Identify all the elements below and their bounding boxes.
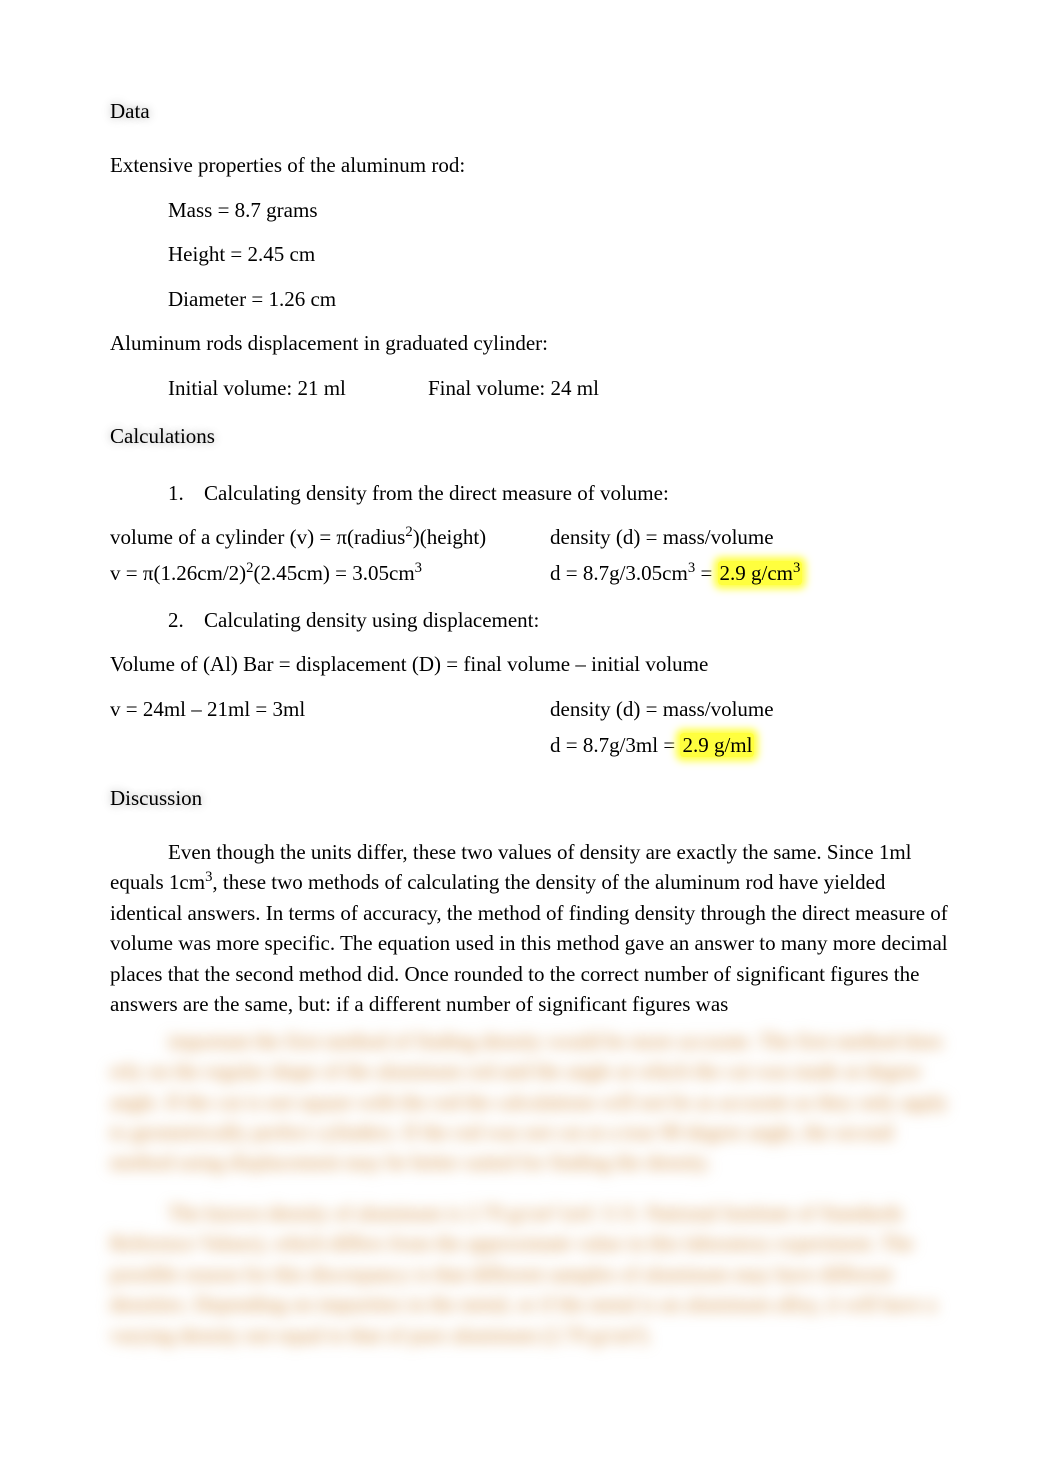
displacement-intro: Aluminum rods displacement in graduated … xyxy=(110,328,952,358)
calc-item-2: 2. Calculating density using displacemen… xyxy=(110,605,952,635)
data-mass: Mass = 8.7 grams xyxy=(110,195,952,225)
displacement-formula: Volume of (Al) Bar = displacement (D) = … xyxy=(110,649,952,679)
list-number: 1. xyxy=(168,478,204,508)
final-volume: Final volume: 24 ml xyxy=(428,373,599,403)
section-heading-discussion: Discussion xyxy=(110,783,952,823)
density-calc-1: d = 8.7g/3.05cm3 = 2.9 g/cm3 xyxy=(550,558,952,588)
heading-text: Data xyxy=(110,96,150,126)
data-diameter: Diameter = 1.26 cm xyxy=(110,284,952,314)
formula-row-3: v = 24ml – 21ml = 3ml density (d) = mass… xyxy=(110,694,952,724)
density-calc-2: d = 8.7g/3ml = 2.9 g/ml xyxy=(550,730,952,760)
highlighted-result-2: 2.9 g/ml xyxy=(680,733,754,757)
formula-row-2: v = π(1.26cm/2)2(2.45cm) = 3.05cm3 d = 8… xyxy=(110,558,952,588)
density-formula-2: density (d) = mass/volume xyxy=(550,694,952,724)
data-height: Height = 2.45 cm xyxy=(110,239,952,269)
blurred-content: important the first method of finding de… xyxy=(110,1026,952,1350)
superscript: 3 xyxy=(793,560,800,576)
superscript: 2 xyxy=(405,524,412,540)
discussion-paragraph-1: Even though the units differ, these two … xyxy=(110,837,952,1020)
superscript: 3 xyxy=(415,560,422,576)
section-heading-data: Data xyxy=(110,96,952,136)
list-text: Calculating density from the direct meas… xyxy=(204,478,669,508)
blurred-paragraph: important the first method of finding de… xyxy=(110,1026,952,1178)
list-number: 2. xyxy=(168,605,204,635)
volume-calc-2: v = 24ml – 21ml = 3ml xyxy=(110,694,550,724)
volume-row: Initial volume: 21 ml Final volume: 24 m… xyxy=(110,373,952,403)
volume-calc: v = π(1.26cm/2)2(2.45cm) = 3.05cm3 xyxy=(110,558,550,588)
formula-row-1: volume of a cylinder (v) = π(radius2)(he… xyxy=(110,522,952,552)
blurred-paragraph: The known density of aluminum is 2.70 g/… xyxy=(110,1198,952,1350)
heading-text: Calculations xyxy=(110,421,215,451)
section-heading-calculations: Calculations xyxy=(110,421,952,461)
initial-volume: Initial volume: 21 ml xyxy=(168,373,428,403)
highlighted-result-1: 2.9 g/cm3 xyxy=(718,561,803,585)
heading-text: Discussion xyxy=(110,783,202,813)
density-formula: density (d) = mass/volume xyxy=(550,522,952,552)
empty-cell xyxy=(110,730,550,760)
volume-formula: volume of a cylinder (v) = π(radius2)(he… xyxy=(110,522,550,552)
list-text: Calculating density using displacement: xyxy=(204,605,539,635)
document-page: Data Extensive properties of the aluminu… xyxy=(0,0,1062,1470)
data-intro: Extensive properties of the aluminum rod… xyxy=(110,150,952,180)
superscript: 2 xyxy=(246,560,253,576)
calc-item-1: 1. Calculating density from the direct m… xyxy=(110,478,952,508)
formula-row-4: d = 8.7g/3ml = 2.9 g/ml xyxy=(110,730,952,760)
